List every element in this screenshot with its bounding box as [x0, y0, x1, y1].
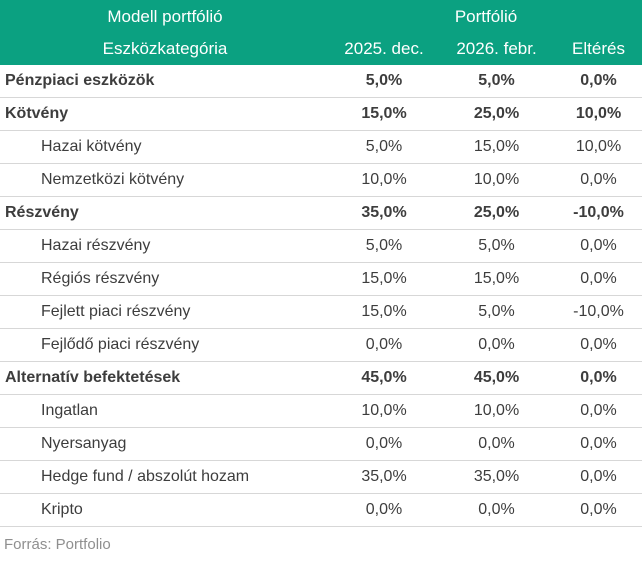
row-value: 0,0%: [580, 336, 617, 353]
row-label: Fejlett piaci részvény: [41, 303, 191, 320]
row-value: 0,0%: [365, 501, 403, 518]
row-value: 15,0%: [473, 270, 520, 287]
row-value: 5,0%: [478, 237, 515, 254]
table-row: Kripto 0,0% 0,0% 0,0%: [0, 494, 642, 527]
header-col-elteres: Eltérés: [572, 38, 625, 58]
row-value: 5,0%: [478, 303, 515, 320]
row-value: 15,0%: [361, 303, 407, 320]
row-value: 10,0%: [575, 105, 622, 122]
row-value: 5,0%: [365, 72, 403, 89]
row-value: 0,0%: [580, 72, 617, 89]
row-value: 0,0%: [365, 336, 403, 353]
table-row: Nemzetközi kötvény 10,0% 10,0% 0,0%: [0, 164, 642, 197]
table-row: Hazai részvény 5,0% 5,0% 0,0%: [0, 230, 642, 263]
row-value: 35,0%: [361, 204, 407, 221]
row-label: Hazai kötvény: [41, 138, 142, 155]
row-label: Alternatív befektetések: [5, 369, 181, 386]
row-value: 0,0%: [580, 468, 617, 485]
row-value: 10,0%: [473, 402, 520, 419]
table-body: Pénzpiaci eszközök 5,0% 5,0% 0,0% Kötvény 15,…: [0, 65, 642, 527]
row-value: 5,0%: [365, 138, 403, 155]
row-value: 10,0%: [473, 171, 520, 188]
table-row: Részvény 35,0% 25,0% -10,0%: [0, 197, 642, 230]
row-label: Kripto: [41, 501, 83, 518]
row-value: 0,0%: [580, 402, 617, 419]
row-label: Nemzetközi kötvény: [41, 171, 185, 188]
row-value: 10,0%: [361, 171, 407, 188]
row-label: Részvény: [5, 204, 79, 221]
row-value: 5,0%: [478, 72, 515, 89]
header-group-row: Modell portfólió Portfólió: [0, 0, 642, 32]
row-value: 0,0%: [365, 435, 403, 452]
table-row: Pénzpiaci eszközök 5,0% 5,0% 0,0%: [0, 65, 642, 98]
header-group-model-portfolio: Modell portfólió: [107, 7, 223, 26]
row-label: Kötvény: [5, 105, 69, 122]
header-columns-row: Eszközkategória 2025. dec. 2026. febr. E…: [0, 32, 642, 65]
table-header: Modell portfólió Portfólió Eszközkategór…: [0, 0, 642, 65]
table-row: Alternatív befektetések 45,0% 45,0% 0,0%: [0, 362, 642, 395]
header-col-2025-dec: 2025. dec.: [344, 38, 424, 58]
table-row: Ingatlan 10,0% 10,0% 0,0%: [0, 395, 642, 428]
row-value: 5,0%: [365, 237, 403, 254]
row-label: Hedge fund / abszolút hozam: [41, 468, 250, 485]
row-value: 10,0%: [361, 402, 407, 419]
row-value: 15,0%: [361, 270, 407, 287]
table-row: Kötvény 15,0% 25,0% 10,0%: [0, 98, 642, 131]
table-row: Hedge fund / abszolút hozam 35,0% 35,0% 0,0…: [0, 461, 642, 494]
row-label: Nyersanyag: [41, 435, 127, 452]
row-value: 0,0%: [580, 501, 617, 518]
row-value: 0,0%: [580, 435, 617, 452]
table-row: Fejlődő piaci részvény 0,0% 0,0% 0,0%: [0, 329, 642, 362]
table-row: Fejlett piaci részvény 15,0% 5,0% -10,0%: [0, 296, 642, 329]
row-value: 15,0%: [361, 105, 407, 122]
row-value: 35,0%: [473, 468, 520, 485]
header-group-portfolio: Portfólió: [454, 7, 518, 26]
row-label: Hazai részvény: [41, 237, 151, 254]
row-value: 45,0%: [473, 369, 520, 386]
row-value: 0,0%: [580, 369, 617, 386]
row-label: Ingatlan: [41, 402, 98, 419]
row-value: 0,0%: [580, 270, 617, 287]
row-label: Régiós részvény: [41, 270, 160, 287]
table-row: Nyersanyag 0,0% 0,0% 0,0%: [0, 428, 642, 461]
row-value: 0,0%: [478, 435, 515, 452]
row-label: Pénzpiaci eszközök: [5, 72, 155, 89]
row-value: 25,0%: [473, 204, 520, 221]
row-value: 0,0%: [478, 501, 515, 518]
row-value: 25,0%: [473, 105, 520, 122]
table-row: Hazai kötvény 5,0% 15,0% 10,0%: [0, 131, 642, 164]
row-value: 0,0%: [580, 171, 617, 188]
row-value: -10,0%: [573, 204, 624, 221]
row-value: -10,0%: [573, 303, 624, 320]
table-row: Régiós részvény 15,0% 15,0% 0,0%: [0, 263, 642, 296]
row-label: Fejlődő piaci részvény: [41, 336, 200, 353]
row-value: 10,0%: [575, 138, 622, 155]
row-value: 15,0%: [473, 138, 520, 155]
row-value: 35,0%: [361, 468, 407, 485]
source-note: Forrás: Portfolio: [4, 535, 111, 553]
row-value: 0,0%: [478, 336, 515, 353]
row-value: 45,0%: [361, 369, 407, 386]
header-col-eszkozkategoria: Eszközkategória: [102, 38, 228, 58]
row-value: 0,0%: [580, 237, 617, 254]
header-col-2026-febr: 2026. febr.: [456, 38, 537, 58]
